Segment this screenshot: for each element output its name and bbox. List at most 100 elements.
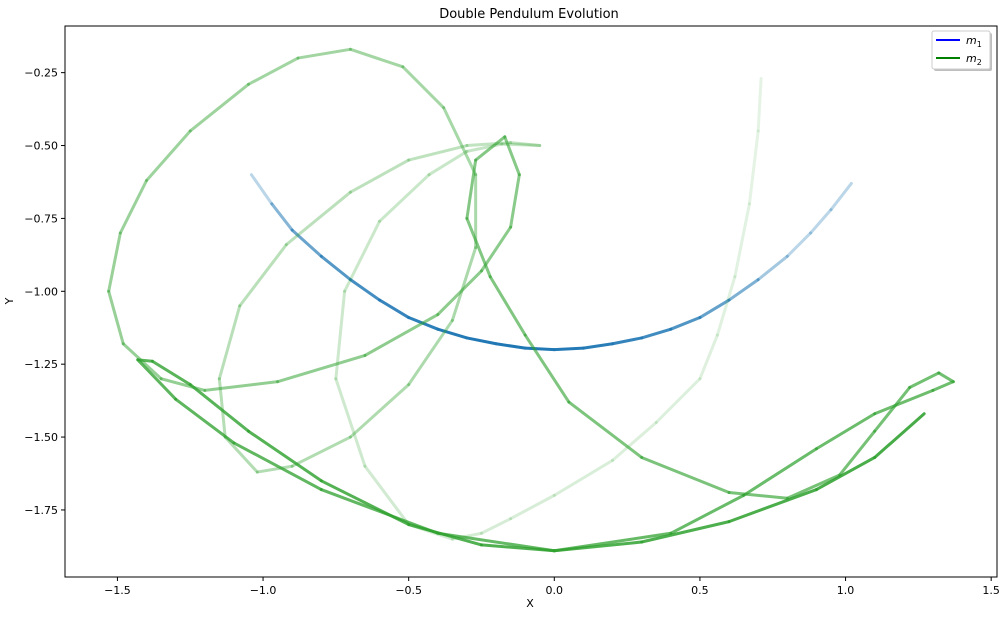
y-tick-label: −1.00 — [24, 285, 58, 298]
series-m1-segment — [494, 342, 527, 350]
series-m2-segment — [276, 353, 367, 384]
series-m1-segment — [640, 327, 673, 340]
series-m1-segment — [249, 173, 274, 206]
series-m2-segment — [246, 429, 323, 483]
y-tick-label: −0.75 — [24, 212, 58, 225]
series-m2-segment — [640, 520, 731, 544]
series-m2-segment — [107, 231, 122, 293]
series-m2-segment — [107, 289, 125, 346]
series-m1-segment — [436, 327, 469, 340]
series-m2-segment — [747, 129, 760, 206]
x-tick-label: −0.5 — [395, 584, 422, 597]
series-m1-segment — [829, 181, 853, 212]
x-tick-label: 1.5 — [982, 584, 1000, 597]
series-m2-segment — [908, 371, 941, 390]
y-axis: −0.25 −0.50 −0.75 −1.00 −1.25 −1.50 −1.75 — [24, 67, 65, 517]
series-m2-segment — [284, 190, 352, 247]
series-m2-segment — [640, 455, 731, 494]
series-m2-segment — [552, 458, 615, 497]
series-m2-segment — [509, 173, 521, 229]
series-m2-segment — [785, 473, 842, 500]
x-axis-label: X — [526, 597, 534, 610]
series-m2-segment — [319, 479, 411, 527]
series-m2-segment — [698, 333, 719, 381]
series-m2-segment — [145, 129, 192, 183]
series-m2-segment — [378, 173, 431, 223]
series-m2-segment — [188, 82, 250, 133]
series-m2-segment — [937, 371, 955, 384]
series-m1-segment — [756, 254, 789, 282]
series-m2-segment — [465, 158, 478, 220]
y-axis-label: Y — [3, 297, 16, 305]
series-m1-segment — [581, 342, 615, 350]
series-m2-segment — [348, 383, 411, 439]
series-m1-segment — [290, 228, 323, 258]
x-axis: −1.5 −1.0 −0.5 0.0 0.5 1.0 1.5 — [104, 577, 1000, 597]
x-tick-label: 1.0 — [837, 584, 855, 597]
series-m2-segment — [334, 377, 367, 468]
series-m2-segment — [814, 455, 877, 492]
series-m2-segment — [174, 397, 236, 445]
x-tick-label: −1.0 — [250, 584, 277, 597]
series-m1-segment — [809, 208, 833, 235]
series-m2-segment — [407, 144, 469, 162]
series-m2 — [107, 47, 955, 553]
series-m2-segment — [669, 493, 746, 535]
series-m2-segment — [290, 435, 352, 468]
series-m1-segment — [698, 298, 731, 320]
series-m2-segment — [348, 47, 405, 69]
series-m2-segment — [407, 523, 483, 547]
series-m1-segment — [552, 346, 585, 352]
series-m2-segment — [217, 304, 242, 381]
series-m2-segment — [567, 400, 644, 459]
series-m2-segment — [479, 517, 513, 535]
series-m2-segment — [873, 386, 912, 433]
series-m2-segment — [474, 135, 507, 162]
series-m2-segment — [203, 380, 280, 392]
series-m1-segment — [785, 231, 813, 258]
series-m2-segment — [407, 318, 454, 387]
series-m2-segment — [246, 56, 300, 86]
series-m2-segment — [503, 135, 521, 177]
series-m2-segment — [159, 377, 207, 392]
series-m2-segment — [873, 412, 926, 459]
series-m1-segment — [319, 254, 352, 282]
series-m2-segment — [232, 441, 323, 492]
series-m2-segment — [838, 429, 877, 477]
y-tick-label: −1.50 — [24, 431, 58, 444]
y-tick-label: −1.25 — [24, 358, 58, 371]
series-m2-segment — [479, 543, 556, 553]
series-m1-segment — [523, 346, 556, 352]
series-m2-segment — [296, 47, 352, 60]
series-m2-segment — [436, 269, 483, 317]
series-m2-segment — [742, 447, 818, 497]
series-m2-segment — [814, 412, 877, 451]
y-tick-label: −1.75 — [24, 504, 58, 517]
series-m2-segment — [756, 76, 763, 133]
series-m2-segment — [136, 358, 178, 401]
chart-title: Double Pendulum Evolution — [439, 7, 619, 22]
series-m1-segment — [465, 336, 498, 346]
series-m1-segment — [270, 202, 294, 232]
series-m1-segment — [378, 298, 411, 320]
series-m2-segment — [931, 380, 955, 392]
series-m2-segment — [401, 65, 446, 110]
series-m2-segment — [223, 435, 259, 474]
series-m1-segment — [611, 336, 644, 346]
series-m2-segment — [509, 141, 542, 148]
series-m1-segment — [669, 316, 702, 331]
x-tick-label: −1.5 — [104, 584, 131, 597]
series-m2-segment — [509, 493, 556, 521]
series-m2-segment — [450, 246, 478, 322]
series-m2-segment — [255, 464, 294, 474]
x-tick-label: 0.0 — [546, 584, 564, 597]
series-m1 — [249, 173, 853, 352]
series-m2-segment — [488, 275, 527, 337]
series-m2-segment — [348, 158, 411, 194]
x-tick-label: 0.5 — [691, 584, 709, 597]
series-m2-segment — [188, 383, 250, 433]
series-m2-segment — [727, 488, 818, 524]
series-m2-segment — [427, 149, 469, 177]
